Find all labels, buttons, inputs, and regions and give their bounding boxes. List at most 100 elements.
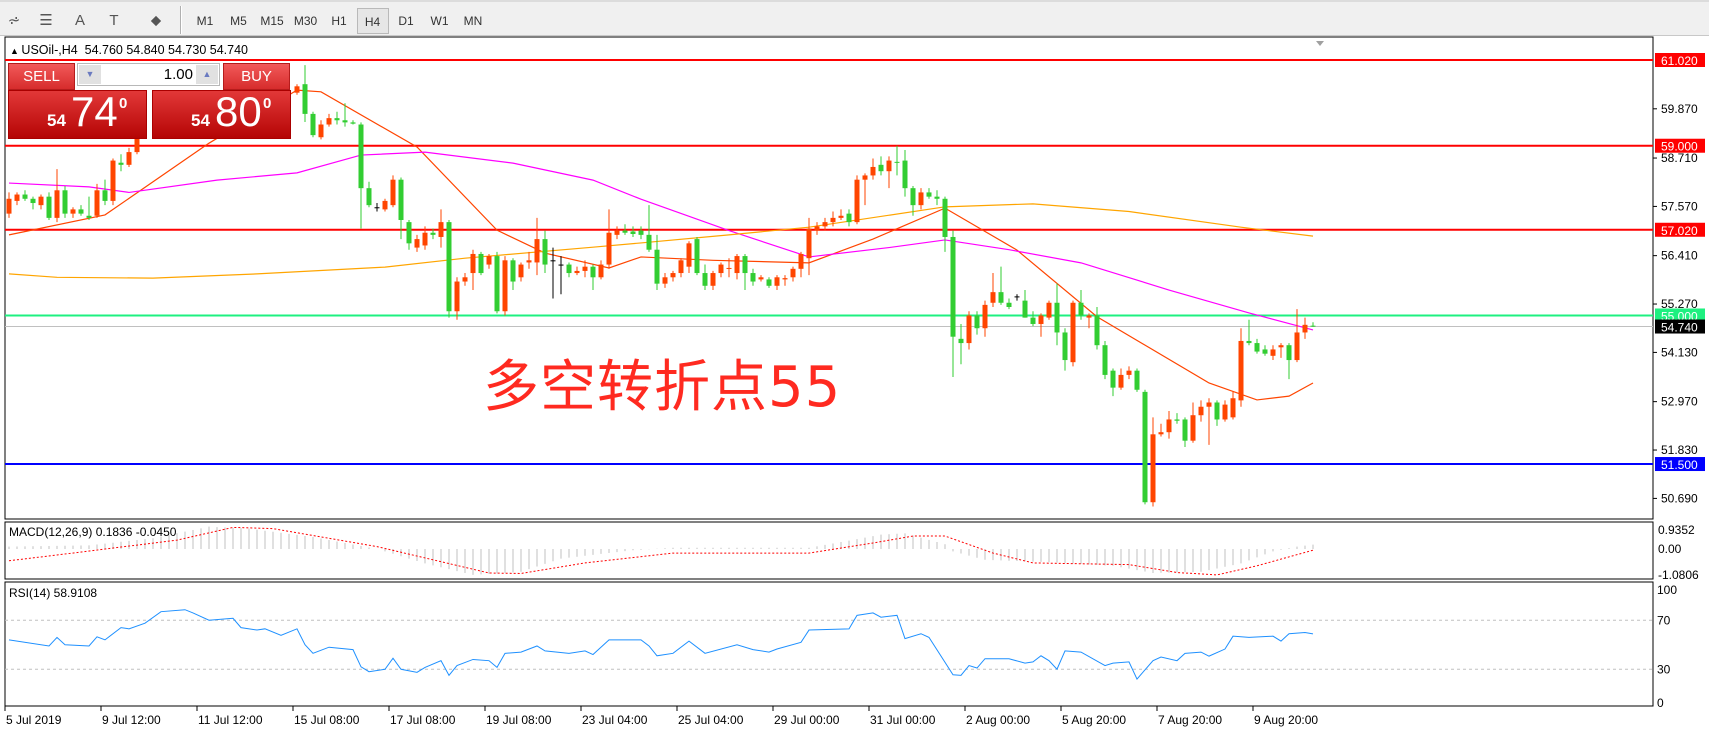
candle-body: [678, 260, 684, 274]
candle-body: [294, 86, 300, 93]
candle-body: [1278, 345, 1284, 348]
price-tick-label: 55.270: [1661, 297, 1698, 311]
timeframe-m30[interactable]: M30: [293, 14, 318, 28]
lot-input[interactable]: 1.00: [163, 66, 193, 83]
time-label: 7 Aug 20:00: [1158, 713, 1222, 727]
lot-stepper[interactable]: ▼ 1.00 ▲: [77, 63, 220, 86]
buy-price[interactable]: 54 80 0: [152, 88, 291, 139]
candle: [886, 156, 892, 189]
candle-body: [1182, 419, 1188, 441]
candle-body: [838, 215, 844, 218]
rsi-axis-label: 70: [1657, 613, 1671, 627]
candle: [526, 251, 532, 269]
candle-body: [1126, 370, 1132, 375]
candle: [478, 251, 484, 276]
candle-body: [886, 160, 892, 172]
candle-body: [1054, 302, 1060, 333]
candle: [310, 111, 316, 138]
candle: [374, 203, 380, 212]
candle: [1262, 345, 1268, 356]
candle: [566, 262, 572, 278]
candle: [702, 264, 708, 291]
candle: [1310, 322, 1316, 327]
candle: [1278, 343, 1284, 358]
candle: [830, 211, 836, 227]
time-label: 11 Jul 12:00: [198, 713, 263, 727]
candle-body: [742, 256, 748, 274]
candle-body: [558, 264, 564, 266]
timeframe-d1[interactable]: D1: [398, 14, 414, 28]
candle-body: [670, 273, 676, 278]
candle: [342, 103, 348, 127]
candle-body: [1294, 332, 1300, 361]
buy-button[interactable]: BUY: [223, 63, 290, 90]
candle-body: [718, 264, 724, 274]
candle: [494, 251, 500, 314]
timeframe-w1[interactable]: W1: [430, 14, 449, 28]
timeframe-mn[interactable]: MN: [463, 14, 483, 28]
text-icon[interactable]: A: [74, 12, 85, 29]
candle: [22, 190, 28, 201]
candle-body: [126, 152, 132, 165]
candle-body: [918, 192, 924, 206]
candle: [502, 256, 508, 316]
candle-body: [46, 196, 52, 218]
candle: [446, 219, 452, 318]
collapse-triangle-icon[interactable]: ▲: [10, 46, 22, 56]
candle-body: [750, 273, 756, 282]
candle-body: [1094, 315, 1100, 346]
sell-price[interactable]: 54 74 0: [8, 88, 147, 139]
candle-body: [814, 226, 820, 231]
candle: [1150, 417, 1156, 507]
sell-price-pips: 74: [71, 88, 118, 135]
chart-annotation-text[interactable]: 多空转折点55: [483, 355, 842, 420]
main-plot: [5, 59, 1653, 507]
candle-body: [798, 253, 804, 269]
rsi-line: [8, 609, 1314, 680]
lot-decrease-icon[interactable]: ▼: [79, 65, 101, 84]
price-level-tag: [1655, 319, 1705, 334]
price-tick-label: 54.130: [1661, 345, 1698, 359]
arrows-dropdown-icon[interactable]: ⬥: [150, 12, 162, 29]
candle-body: [758, 277, 764, 280]
timeframe-m15[interactable]: M15: [260, 14, 284, 28]
sell-button[interactable]: SELL: [8, 63, 75, 90]
rsi-panel: [4, 581, 1654, 707]
candle-body: [566, 264, 572, 274]
candle: [38, 194, 44, 210]
candle-body: [14, 194, 20, 201]
candle-body: [662, 277, 668, 284]
lot-increase-icon[interactable]: ▲: [196, 65, 218, 84]
timeframe-m5[interactable]: M5: [230, 14, 247, 28]
candle: [894, 145, 900, 176]
candle: [766, 277, 772, 288]
timeframe-h1[interactable]: H1: [331, 14, 347, 28]
macd-axis-label: 0.00: [1658, 542, 1682, 556]
candle: [1166, 410, 1172, 439]
candle-body: [862, 175, 868, 180]
candle: [662, 273, 668, 288]
candle-body: [638, 230, 644, 235]
candle: [942, 196, 948, 252]
candle-body: [654, 249, 660, 284]
ohlc-readout: 54.760 54.840 54.730 54.740: [84, 43, 248, 57]
moving-average-line-3: [8, 203, 1314, 279]
candle-body: [1158, 432, 1164, 435]
candle: [1030, 311, 1036, 327]
text-label-icon[interactable]: T: [109, 12, 119, 29]
fibonacci-fan-icon[interactable]: ☰: [39, 12, 53, 29]
symbol-label: USOil-,H4: [21, 43, 78, 57]
timeframe-h4[interactable]: H4: [356, 8, 389, 34]
candle: [30, 196, 36, 210]
timeframe-m1[interactable]: M1: [196, 14, 214, 28]
candle: [686, 241, 692, 274]
elliott-wave-icon[interactable]: ⩫: [7, 12, 21, 29]
candle: [94, 183, 100, 218]
candle-body: [318, 124, 324, 138]
candle-body: [1286, 345, 1292, 361]
rsi-label: RSI(14) 58.9108: [9, 586, 98, 600]
candle-body: [614, 230, 620, 235]
candle-body: [462, 277, 468, 282]
macd-panel: [4, 521, 1654, 580]
